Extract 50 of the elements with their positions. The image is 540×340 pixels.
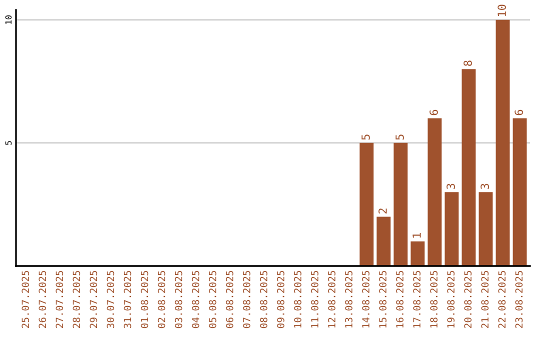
x-tick-label: 23.08.2025	[515, 270, 523, 328]
x-tick-label: 01.08.2025	[140, 270, 148, 328]
x-tick-label: 20.08.2025	[464, 270, 472, 328]
bar	[428, 118, 442, 266]
x-tick-label: 21.08.2025	[481, 270, 489, 328]
bar	[394, 142, 408, 266]
bar	[444, 192, 459, 266]
x-tick-label: 25.07.2025	[22, 270, 30, 328]
bar	[462, 69, 476, 266]
x-tick-label: 10.08.2025	[294, 270, 302, 328]
x-tick-label: 27.07.2025	[56, 270, 64, 328]
x-tick-label: 22.08.2025	[498, 270, 506, 328]
x-tick-label: 15.08.2025	[379, 270, 386, 328]
bar	[376, 216, 391, 266]
x-tick-label: 06.08.2025	[226, 270, 234, 328]
x-tick-label: 28.07.2025	[72, 270, 80, 328]
x-tick-label: 02.08.2025	[158, 270, 166, 328]
x-tick-label: 29.07.2025	[90, 270, 98, 328]
x-tick-label: 31.07.2025	[124, 270, 132, 328]
bar	[496, 20, 510, 266]
data-label: 5	[396, 134, 404, 140]
data-label: 2	[378, 208, 387, 214]
x-tick-label: 26.07.2025	[38, 270, 46, 328]
data-label: 3	[480, 184, 489, 189]
data-label: 5	[362, 134, 370, 140]
data-label: 1	[412, 232, 421, 238]
data-label: 8	[464, 60, 472, 66]
x-tick-label: 30.07.2025	[106, 270, 114, 328]
bar	[410, 241, 425, 266]
bar	[478, 192, 493, 266]
data-label: 6	[514, 110, 524, 116]
x-tick-label: 04.08.2025	[192, 270, 200, 328]
data-label: 6	[430, 110, 438, 116]
bar	[360, 142, 374, 266]
x-tick-label: 11.08.2025	[311, 270, 318, 328]
x-tick-label: 07.08.2025	[242, 270, 250, 328]
data-label: 3	[446, 184, 455, 189]
data-label: 10	[498, 4, 506, 16]
x-tick-label: 16.08.2025	[396, 270, 404, 328]
bar	[512, 118, 527, 266]
x-tick-label: 09.08.2025	[277, 270, 284, 328]
x-tick-label: 19.08.2025	[447, 270, 455, 328]
x-tick-label: 08.08.2025	[260, 270, 268, 328]
x-tick-label: 17.08.2025	[413, 270, 421, 328]
x-tick-label: 14.08.2025	[362, 270, 370, 328]
x-tick-label: 18.08.2025	[430, 270, 438, 328]
x-tick-label: 12.08.2025	[328, 270, 336, 328]
x-tick-label: 05.08.2025	[208, 270, 216, 328]
x-tick-label: 13.08.2025	[345, 270, 352, 328]
x-tick-label: 03.08.2025	[174, 270, 182, 328]
